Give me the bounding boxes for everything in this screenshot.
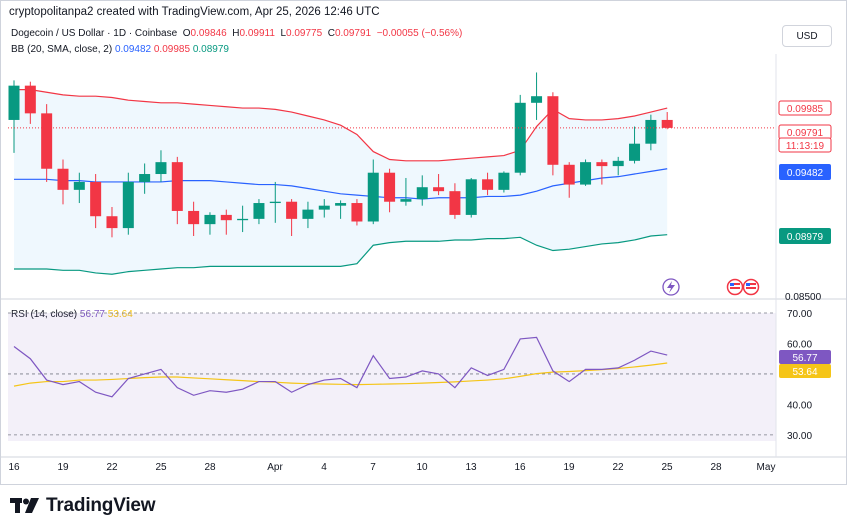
- price-tag: 0.09985: [787, 104, 824, 115]
- candle: [498, 171, 509, 192]
- price-tag: 0.08979: [787, 232, 824, 243]
- candle-body: [319, 206, 330, 210]
- rsi-tag: 53.64: [792, 367, 817, 378]
- rsi-band-fill: [8, 313, 776, 441]
- candle-body: [9, 86, 20, 120]
- candle-body: [41, 113, 52, 168]
- candle-body: [547, 96, 558, 165]
- candle-body: [286, 202, 297, 219]
- candle: [466, 178, 477, 218]
- time-tick: 22: [612, 462, 624, 473]
- time-tick: 7: [370, 462, 376, 473]
- candle-body: [515, 103, 526, 173]
- candle-body: [449, 191, 460, 215]
- chart-canvas[interactable]: 0.09985 0.09791 11:13:19 0.09482 0.08979 0.08…: [0, 0, 847, 485]
- rsi-tag: 56.77: [792, 353, 817, 364]
- us-flag-icon[interactable]: [744, 280, 759, 295]
- candle-body: [384, 173, 395, 202]
- time-tick: 16: [8, 462, 20, 473]
- time-tick: 28: [710, 462, 722, 473]
- candle: [547, 92, 558, 175]
- lightning-icon[interactable]: [663, 279, 679, 295]
- candle-body: [188, 211, 199, 224]
- candle-body: [123, 182, 134, 228]
- candle: [580, 160, 591, 186]
- candle-body: [172, 162, 183, 211]
- candle-body: [482, 179, 493, 190]
- time-tick: 25: [155, 462, 167, 473]
- candle: [531, 72, 542, 119]
- candle: [351, 199, 362, 225]
- time-tick: 13: [465, 462, 477, 473]
- brand-name: TradingView: [46, 495, 155, 517]
- candle-body: [531, 96, 542, 103]
- time-tick: 25: [661, 462, 673, 473]
- time-tick: 19: [57, 462, 69, 473]
- candle-body: [270, 202, 281, 203]
- candle-body: [596, 162, 607, 166]
- us-flag-icon[interactable]: [728, 280, 743, 295]
- time-tick: 22: [106, 462, 118, 473]
- candle-body: [351, 203, 362, 221]
- candle-body: [645, 120, 656, 144]
- candle-body: [613, 161, 624, 166]
- candle-body: [629, 144, 640, 161]
- price-tag: 0.09791: [787, 128, 824, 139]
- candle-body: [221, 215, 232, 220]
- time-tick: May: [757, 462, 776, 473]
- candle-body: [580, 162, 591, 184]
- price-tag: 0.09482: [787, 168, 824, 179]
- rsi-tick: 40.00: [787, 400, 812, 411]
- rsi-tick: 30.00: [787, 431, 812, 442]
- rsi-tick: 60.00: [787, 339, 812, 350]
- rsi-tick: 70.00: [787, 309, 812, 320]
- candle-body: [25, 86, 36, 114]
- time-tick: 28: [204, 462, 216, 473]
- candle-body: [74, 182, 85, 190]
- candle-body: [253, 203, 264, 219]
- time-tick: 19: [563, 462, 575, 473]
- candle: [123, 173, 134, 235]
- candle-body: [106, 216, 117, 228]
- candle-body: [466, 179, 477, 215]
- candle-body: [368, 173, 379, 222]
- time-tick: 10: [416, 462, 428, 473]
- time-tick: Apr: [267, 462, 283, 473]
- time-tick: 4: [321, 462, 327, 473]
- candle-body: [662, 120, 673, 128]
- candle: [515, 95, 526, 175]
- candle-body: [90, 182, 101, 216]
- tradingview-brand[interactable]: TradingView: [10, 495, 155, 517]
- candle-body: [57, 169, 68, 190]
- candle-body: [204, 215, 215, 224]
- candle-body: [498, 173, 509, 190]
- candle-body: [433, 187, 444, 191]
- price-tag: 11:13:19: [786, 141, 825, 152]
- candle-body: [237, 219, 248, 220]
- candle-body: [155, 162, 166, 174]
- candle-body: [564, 165, 575, 185]
- tradingview-logo-icon: [10, 497, 40, 515]
- candle-body: [302, 210, 313, 219]
- price-tick: 0.08500: [785, 292, 822, 303]
- time-tick: 16: [514, 462, 526, 473]
- candle-body: [417, 187, 428, 199]
- candle-body: [400, 199, 411, 202]
- candle-body: [139, 174, 150, 182]
- candle-body: [335, 203, 346, 206]
